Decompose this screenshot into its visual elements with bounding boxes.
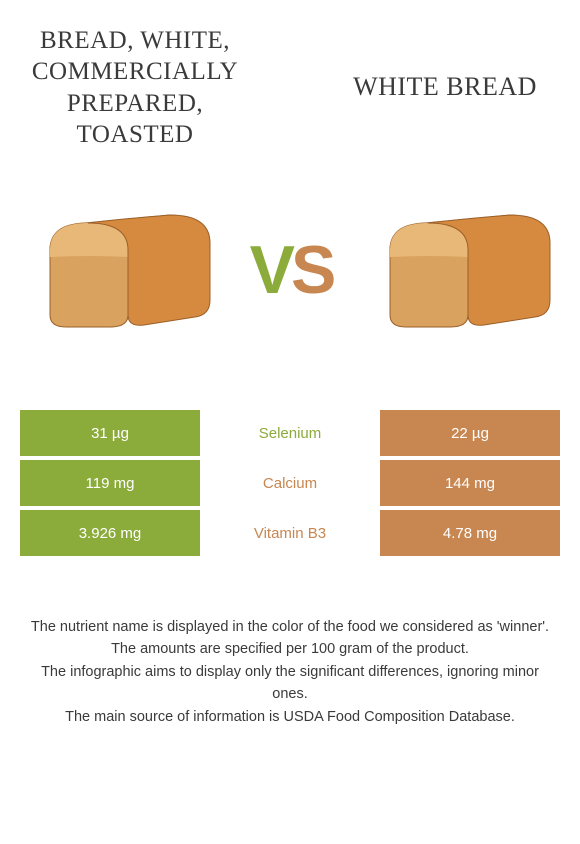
footer-note-line: The infographic aims to display only the… <box>24 661 556 706</box>
bread-loaf-icon <box>20 195 220 345</box>
nutrient-right-value: 144 mg <box>380 460 560 506</box>
footer-note-line: The main source of information is USDA F… <box>24 706 556 728</box>
nutrient-left-value: 3.926 mg <box>20 510 200 556</box>
vs-label: V S <box>250 231 331 309</box>
bread-loaf-icon <box>360 195 560 345</box>
left-food-image <box>20 195 220 345</box>
titles-row: Bread, white, commercially prepared, toa… <box>20 25 560 150</box>
left-food-title: Bread, white, commercially prepared, toa… <box>20 25 250 150</box>
nutrient-row: 31 µgSelenium22 µg <box>20 410 560 456</box>
nutrient-right-value: 4.78 mg <box>380 510 560 556</box>
footer-note-line: The amounts are specified per 100 gram o… <box>24 638 556 660</box>
nutrient-name: Vitamin B3 <box>204 510 376 556</box>
vs-v: V <box>250 231 289 309</box>
nutrient-row: 3.926 mgVitamin B34.78 mg <box>20 510 560 556</box>
images-row: V S <box>20 180 560 360</box>
right-food-title: White Bread <box>330 71 560 104</box>
nutrient-name: Calcium <box>204 460 376 506</box>
footer-note-line: The nutrient name is displayed in the co… <box>24 616 556 638</box>
right-food-image <box>360 195 560 345</box>
nutrient-table: 31 µgSelenium22 µg119 mgCalcium144 mg3.9… <box>20 410 560 556</box>
nutrient-left-value: 119 mg <box>20 460 200 506</box>
vs-s: S <box>291 231 330 309</box>
footer-notes: The nutrient name is displayed in the co… <box>20 616 560 728</box>
infographic-container: Bread, white, commercially prepared, toa… <box>0 0 580 844</box>
nutrient-name: Selenium <box>204 410 376 456</box>
nutrient-right-value: 22 µg <box>380 410 560 456</box>
nutrient-row: 119 mgCalcium144 mg <box>20 460 560 506</box>
nutrient-left-value: 31 µg <box>20 410 200 456</box>
